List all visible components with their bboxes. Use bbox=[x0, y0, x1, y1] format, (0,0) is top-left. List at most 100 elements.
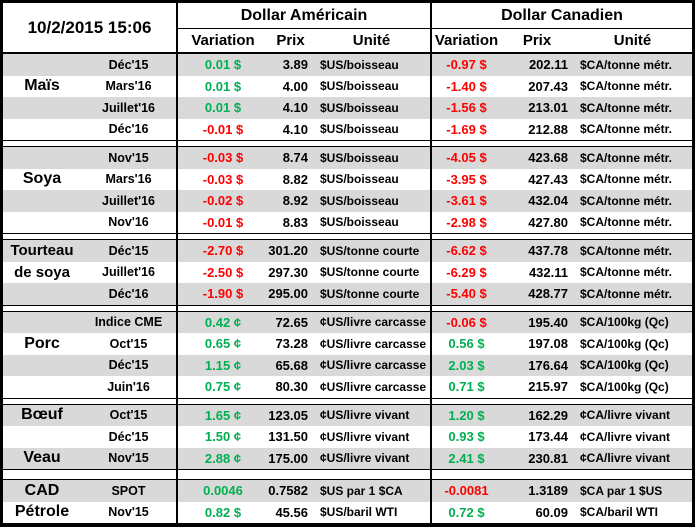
table-row: Nov'16 -0.01 $ 8.83 $US/boisseau -2.98 $… bbox=[3, 211, 692, 233]
us-variation: -1.90 $ bbox=[176, 283, 268, 305]
table-row: Juin'16 0.75 ¢ 80.30 ¢US/livre carcasse … bbox=[3, 376, 692, 398]
us-price: 295.00 bbox=[268, 286, 308, 302]
ca-unit: $CA/tonne métr. bbox=[580, 193, 673, 208]
contract-month: Nov'16 bbox=[108, 215, 149, 230]
us-variation: 0.01 $ bbox=[176, 54, 268, 76]
commodity-label-porc: Porc bbox=[24, 334, 60, 352]
us-price: 3.89 bbox=[282, 57, 308, 73]
ca-variation: -6.29 $ bbox=[430, 261, 501, 283]
us-price-column-header: Prix bbox=[276, 32, 305, 49]
us-price: 123.05 bbox=[268, 407, 308, 423]
us-unit: $US/boisseau bbox=[320, 150, 399, 165]
contract-month: Juillet'16 bbox=[102, 265, 155, 280]
ca-variation: 0.71 $ bbox=[430, 376, 501, 398]
contract-month: SPOT bbox=[111, 483, 146, 498]
us-price: 8.82 bbox=[282, 171, 308, 187]
ca-unit: ¢CA/livre vivant bbox=[580, 408, 671, 423]
commodity-label-cad: CAD bbox=[24, 481, 60, 499]
ca-price: 432.11 bbox=[528, 264, 568, 280]
ca-unit: $CA/tonne métr. bbox=[580, 57, 673, 72]
ca-unit: $CA/tonne métr. bbox=[580, 122, 673, 137]
table-row: Déc'15 1.50 ¢ 131.50 ¢US/livre vivant 0.… bbox=[3, 426, 692, 448]
section-divider bbox=[3, 397, 692, 405]
commodity-label-veau: Veau bbox=[23, 449, 61, 467]
table-row: Maïs Mars'16 0.01 $ 4.00 $US/boisseau -1… bbox=[3, 75, 692, 97]
us-unit: $US/boisseau bbox=[320, 79, 399, 94]
us-price: 4.00 bbox=[282, 78, 308, 94]
us-variation: -2.50 $ bbox=[176, 261, 268, 283]
us-unit: $US/boisseau bbox=[320, 57, 399, 72]
us-variation: -0.03 $ bbox=[176, 147, 268, 169]
commodity-label-tourteau-line2: de soya bbox=[14, 263, 70, 281]
us-price: 297.30 bbox=[268, 264, 308, 280]
table-row: Porc Oct'15 0.65 ¢ 73.28 ¢US/livre carca… bbox=[3, 333, 692, 355]
ca-variation: -1.40 $ bbox=[430, 75, 501, 97]
table-row: Déc'15 1.15 ¢ 65.68 ¢US/livre carcasse 2… bbox=[3, 354, 692, 376]
us-variation: -0.03 $ bbox=[176, 168, 268, 190]
commodity-label-tourteau: Tourteau bbox=[10, 242, 74, 260]
us-price: 131.50 bbox=[268, 429, 308, 445]
ca-unit: $CA/100kg (Qc) bbox=[580, 315, 669, 330]
us-price: 8.74 bbox=[282, 150, 308, 166]
table-row: Indice CME 0.42 ¢ 72.65 ¢US/livre carcas… bbox=[3, 311, 692, 333]
ca-variation: -1.69 $ bbox=[430, 118, 501, 140]
contract-month: Déc'15 bbox=[108, 243, 149, 258]
us-price: 72.65 bbox=[275, 314, 308, 330]
section-boeuf-veau: Bœuf Oct'15 1.65 ¢ 123.05 ¢US/livre viva… bbox=[3, 404, 692, 469]
section-tourteau: Tourteau Déc'15 -2.70 $ 301.20 $US/tonne… bbox=[3, 240, 692, 305]
contract-month: Déc'15 bbox=[108, 429, 149, 444]
contract-month: Mars'16 bbox=[105, 172, 152, 187]
section-divider bbox=[3, 304, 692, 312]
us-unit: ¢US/livre carcasse bbox=[320, 379, 427, 394]
table-row: Pétrole Nov'15 0.82 $ 45.56 $US/baril WT… bbox=[3, 501, 692, 523]
contract-month: Nov'15 bbox=[108, 451, 149, 466]
us-price: 8.83 bbox=[282, 214, 308, 230]
ca-price: 432.04 bbox=[528, 193, 568, 209]
section-porc: Indice CME 0.42 ¢ 72.65 ¢US/livre carcas… bbox=[3, 311, 692, 398]
ca-unit: ¢CA/livre vivant bbox=[580, 429, 671, 444]
us-variation: 1.15 ¢ bbox=[176, 354, 268, 376]
ca-unit: $CA/tonne métr. bbox=[580, 79, 673, 94]
us-unit: $US/baril WTI bbox=[320, 505, 398, 520]
contract-month: Déc'15 bbox=[108, 358, 149, 373]
ca-variation: -3.61 $ bbox=[430, 190, 501, 212]
ca-variation-column-header: Variation bbox=[434, 32, 499, 49]
ca-price: 1.3189 bbox=[528, 483, 568, 499]
table-row: Soya Mars'16 -0.03 $ 8.82 $US/boisseau -… bbox=[3, 168, 692, 190]
contract-month: Mars'16 bbox=[105, 79, 152, 94]
ca-price: 207.43 bbox=[528, 78, 568, 94]
us-variation: 0.0046 bbox=[176, 480, 268, 502]
us-variation: 1.65 ¢ bbox=[176, 404, 268, 426]
us-unit: $US/boisseau bbox=[320, 122, 399, 137]
us-price: 301.20 bbox=[268, 243, 308, 259]
ca-variation: -0.06 $ bbox=[430, 311, 501, 333]
us-dollar-block-header: Dollar Américain Variation Prix Unité bbox=[176, 3, 430, 52]
us-variation: -2.70 $ bbox=[176, 240, 268, 262]
us-unit: $US/boisseau bbox=[320, 193, 399, 208]
us-unit: ¢US/livre vivant bbox=[320, 429, 410, 444]
us-variation: -0.01 $ bbox=[176, 118, 268, 140]
ca-price: 176.64 bbox=[528, 357, 568, 373]
us-variation: 0.75 ¢ bbox=[176, 376, 268, 398]
table-row: Déc'15 0.01 $ 3.89 $US/boisseau -0.97 $ … bbox=[3, 54, 692, 76]
commodity-label-mais: Maïs bbox=[24, 77, 60, 95]
ca-variation: -6.62 $ bbox=[430, 240, 501, 262]
section-soya: Nov'15 -0.03 $ 8.74 $US/boisseau -4.05 $… bbox=[3, 147, 692, 233]
table-row: Tourteau Déc'15 -2.70 $ 301.20 $US/tonne… bbox=[3, 240, 692, 262]
ca-price: 60.09 bbox=[535, 504, 568, 520]
ca-price: 427.80 bbox=[528, 214, 568, 230]
us-price: 80.30 bbox=[275, 379, 308, 395]
ca-unit: $CA/tonne métr. bbox=[580, 100, 673, 115]
ca-price: 427.43 bbox=[528, 171, 568, 187]
section-divider bbox=[3, 140, 692, 147]
us-unit: $US par 1 $CA bbox=[320, 483, 403, 498]
us-price: 4.10 bbox=[282, 121, 308, 137]
ca-variation: -3.95 $ bbox=[430, 168, 501, 190]
us-unit: $US/tonne courte bbox=[320, 286, 420, 301]
ca-unit: $CA/baril WTI bbox=[580, 505, 659, 520]
us-unit: $US/tonne courte bbox=[320, 265, 420, 280]
ca-variation: 1.20 $ bbox=[430, 404, 501, 426]
table-row: de soya Juillet'16 -2.50 $ 297.30 $US/to… bbox=[3, 261, 692, 283]
section-divider bbox=[3, 233, 692, 240]
us-variation: 1.50 ¢ bbox=[176, 426, 268, 448]
